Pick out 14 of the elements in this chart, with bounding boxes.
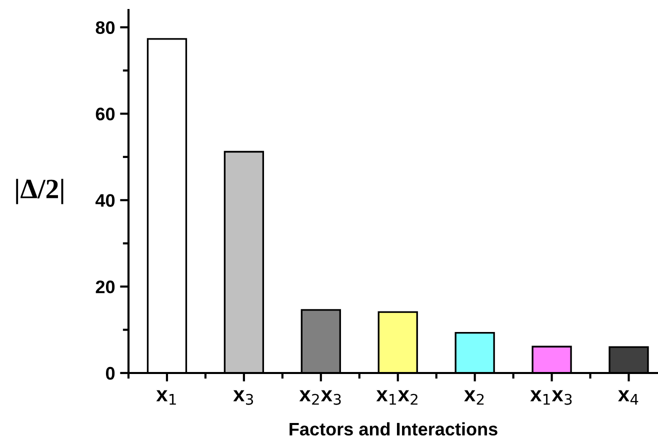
x-tick-label: x$_{1}$x$_{3}$ [530,390,572,405]
y-tick-label: 40 [96,194,115,207]
y-tick-label: 80 [96,21,115,34]
y-tick-label: 0 [106,366,115,380]
y-tick-label: 20 [96,280,115,294]
x-tick-label: x$_{2}$x$_{3}$ [299,390,341,405]
x-axis-title: Factors and Interactions [290,422,498,436]
y-axis-title: |Δ/2| [16,178,64,204]
x-tick-label: x$_{4}$ [618,390,638,405]
x-tick-label: x$_{1}$x$_{2}$ [376,390,418,405]
x-tick-label: x$_{1}$ [156,390,176,405]
x-tick-label: x$_{2}$ [464,390,484,405]
y-tick-label: 60 [96,108,115,120]
x-tick-label: x$_{3}$ [233,390,254,405]
